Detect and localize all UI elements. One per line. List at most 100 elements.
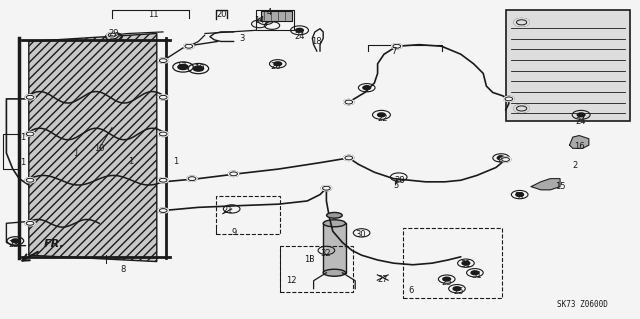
- Circle shape: [25, 221, 35, 226]
- Circle shape: [158, 178, 168, 183]
- Circle shape: [462, 261, 470, 265]
- Circle shape: [392, 44, 402, 49]
- Circle shape: [25, 131, 35, 137]
- Circle shape: [158, 208, 168, 213]
- Text: 16: 16: [575, 142, 585, 151]
- Circle shape: [321, 186, 332, 191]
- Circle shape: [25, 178, 35, 183]
- Bar: [323, 223, 346, 273]
- Bar: [506, 10, 630, 121]
- Text: 2: 2: [498, 155, 503, 164]
- Circle shape: [158, 95, 168, 100]
- Text: 19: 19: [194, 64, 204, 73]
- Circle shape: [514, 105, 529, 112]
- Bar: [403, 228, 502, 298]
- Circle shape: [516, 193, 524, 197]
- Circle shape: [158, 95, 168, 100]
- Circle shape: [178, 64, 188, 70]
- Text: 20: 20: [216, 10, 227, 19]
- Text: 17: 17: [176, 63, 186, 71]
- Text: 1: 1: [20, 133, 26, 142]
- Text: 31: 31: [461, 260, 471, 269]
- Circle shape: [453, 287, 461, 291]
- Ellipse shape: [323, 269, 346, 276]
- Circle shape: [344, 155, 354, 160]
- Polygon shape: [570, 136, 589, 148]
- Circle shape: [25, 95, 35, 100]
- Text: 25: 25: [453, 287, 463, 296]
- Circle shape: [158, 131, 168, 137]
- Text: 32: 32: [320, 249, 330, 258]
- Bar: [280, 246, 353, 292]
- Text: SK73 Z0600D: SK73 Z0600D: [557, 300, 608, 309]
- Text: 1: 1: [129, 157, 134, 166]
- Circle shape: [25, 178, 35, 183]
- Circle shape: [228, 171, 239, 176]
- Circle shape: [187, 176, 197, 181]
- Text: 23: 23: [8, 240, 19, 249]
- Circle shape: [443, 277, 451, 281]
- Circle shape: [184, 44, 194, 49]
- Circle shape: [158, 58, 168, 63]
- Text: 29: 29: [109, 29, 119, 38]
- Circle shape: [497, 156, 505, 160]
- Text: 1: 1: [173, 157, 179, 166]
- Text: 1: 1: [73, 149, 78, 158]
- Text: 1: 1: [20, 158, 26, 167]
- Circle shape: [514, 19, 529, 26]
- Text: 7: 7: [391, 47, 396, 56]
- Text: 15: 15: [555, 182, 565, 191]
- Circle shape: [514, 19, 529, 26]
- Circle shape: [344, 100, 354, 105]
- Text: 28: 28: [394, 176, 404, 185]
- Circle shape: [228, 171, 239, 176]
- Text: 22: 22: [378, 114, 388, 122]
- Circle shape: [107, 33, 117, 38]
- Ellipse shape: [326, 212, 342, 218]
- Text: 13: 13: [304, 256, 314, 264]
- Text: 21: 21: [222, 206, 232, 215]
- Text: 8: 8: [121, 265, 126, 274]
- Circle shape: [378, 113, 385, 117]
- Circle shape: [25, 131, 35, 137]
- Circle shape: [363, 86, 371, 90]
- Text: 11: 11: [148, 10, 159, 19]
- Text: 24: 24: [576, 117, 586, 126]
- Circle shape: [321, 186, 332, 191]
- Circle shape: [158, 178, 168, 183]
- Circle shape: [514, 105, 529, 112]
- Text: 14: 14: [254, 16, 264, 25]
- Polygon shape: [531, 179, 560, 190]
- Circle shape: [274, 62, 282, 66]
- Text: 24: 24: [294, 32, 305, 41]
- Text: 6: 6: [408, 286, 413, 295]
- Bar: [256, 10, 294, 30]
- Polygon shape: [29, 33, 157, 262]
- Circle shape: [158, 58, 168, 63]
- Circle shape: [158, 208, 168, 213]
- Bar: [216, 196, 280, 234]
- Circle shape: [504, 96, 514, 101]
- Circle shape: [344, 155, 354, 160]
- Circle shape: [110, 35, 118, 39]
- Text: 3: 3: [239, 34, 244, 43]
- Circle shape: [12, 239, 19, 243]
- Circle shape: [344, 100, 354, 105]
- Text: 9: 9: [232, 228, 237, 237]
- Text: 12: 12: [286, 276, 296, 285]
- Text: 30: 30: [356, 230, 366, 239]
- Circle shape: [500, 157, 511, 162]
- Text: 2: 2: [572, 161, 577, 170]
- Circle shape: [500, 157, 511, 162]
- Text: 31: 31: [471, 271, 481, 280]
- Text: 10: 10: [94, 144, 104, 153]
- Text: 18: 18: [312, 37, 322, 46]
- Circle shape: [25, 95, 35, 100]
- Circle shape: [392, 44, 402, 49]
- Text: FR.: FR.: [44, 239, 64, 249]
- Circle shape: [158, 131, 168, 137]
- Text: 2: 2: [365, 85, 370, 94]
- Text: 27: 27: [378, 275, 388, 284]
- Circle shape: [25, 221, 35, 226]
- Circle shape: [187, 176, 197, 181]
